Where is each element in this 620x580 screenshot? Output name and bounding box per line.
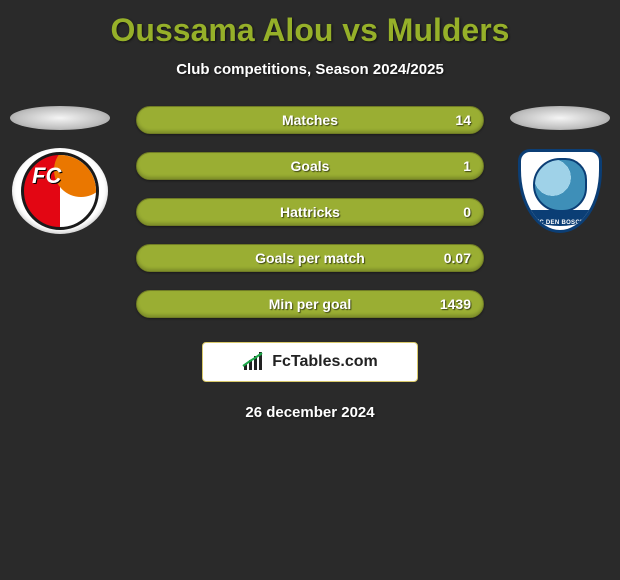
stat-label: Min per goal [269, 296, 351, 312]
stat-row-hattricks: Hattricks 0 [136, 198, 484, 226]
stat-label: Matches [282, 112, 338, 128]
stat-right-value: 0.07 [444, 250, 471, 266]
subtitle: Club competitions, Season 2024/2025 [0, 61, 620, 78]
player-left-column: FC [0, 106, 120, 234]
player-left-photo-placeholder [10, 106, 110, 130]
badge-left-initials: FC [32, 163, 61, 189]
club-badge-right: FC DEN BOSCH [510, 148, 610, 234]
stat-right-value: 1439 [440, 296, 471, 312]
stat-label: Goals [291, 158, 330, 174]
player-right-column: FC DEN BOSCH [500, 106, 620, 234]
page-title: Oussama Alou vs Mulders [0, 0, 620, 49]
date-label: 26 december 2024 [0, 404, 620, 421]
dragon-icon [533, 158, 587, 212]
stat-label: Hattricks [280, 204, 340, 220]
stat-row-goals: Goals 1 [136, 152, 484, 180]
player-right-photo-placeholder [510, 106, 610, 130]
stat-right-value: 0 [463, 204, 471, 220]
fctables-label: FcTables.com [272, 353, 378, 371]
fctables-link[interactable]: FcTables.com [202, 342, 418, 382]
fc-den-bosch-badge: FC DEN BOSCH [510, 148, 610, 234]
badge-right-text: FC DEN BOSCH [535, 220, 584, 226]
stat-row-goals-per-match: Goals per match 0.07 [136, 244, 484, 272]
fc-utrecht-badge: FC [12, 148, 108, 234]
club-badge-left: FC [10, 148, 110, 234]
stats-list: Matches 14 Goals 1 Hattricks 0 Goals per… [136, 106, 484, 318]
stat-row-min-per-goal: Min per goal 1439 [136, 290, 484, 318]
stat-row-matches: Matches 14 [136, 106, 484, 134]
comparison-panel: FC FC DEN BOSCH Matches 14 Goals 1 [0, 106, 620, 421]
stat-right-value: 14 [455, 112, 471, 128]
bar-chart-icon [242, 352, 266, 372]
stat-label: Goals per match [255, 250, 365, 266]
stat-right-value: 1 [463, 158, 471, 174]
